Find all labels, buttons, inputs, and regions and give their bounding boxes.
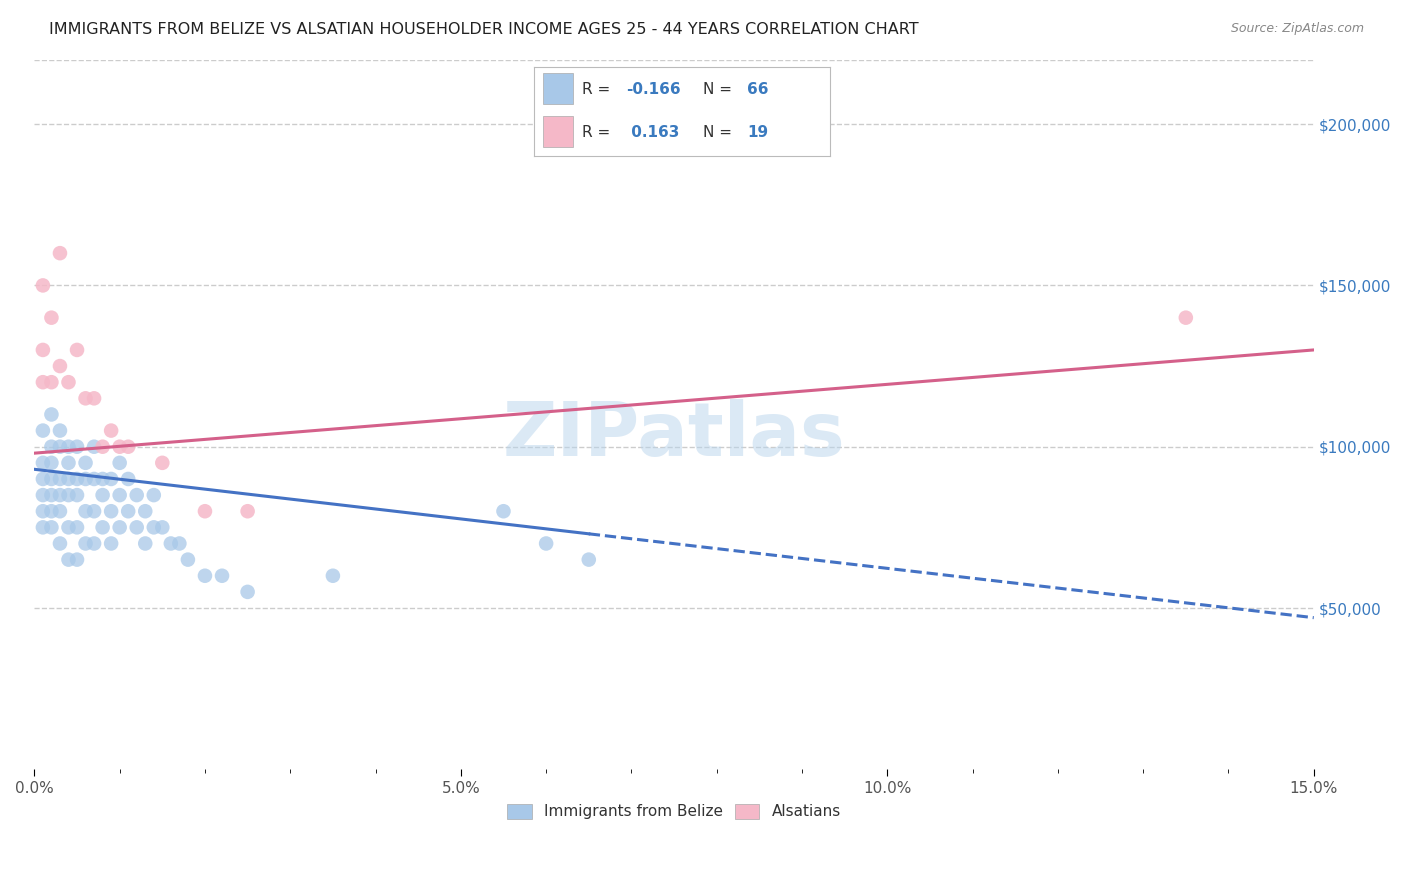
Point — [134, 504, 156, 518]
Point — [142, 520, 165, 534]
Point — [194, 504, 217, 518]
Point — [49, 440, 72, 454]
Text: ZIPatlas: ZIPatlas — [503, 400, 845, 472]
Point — [32, 343, 55, 357]
Point — [66, 488, 89, 502]
Point — [49, 359, 72, 373]
Point — [49, 504, 72, 518]
Text: 19: 19 — [747, 125, 768, 139]
Point — [322, 568, 344, 582]
Point — [32, 278, 55, 293]
Point — [194, 568, 217, 582]
Point — [108, 440, 131, 454]
Point — [83, 472, 105, 486]
Point — [49, 472, 72, 486]
Point — [91, 520, 114, 534]
Text: 0.163: 0.163 — [626, 125, 679, 139]
Point — [125, 520, 148, 534]
Point — [41, 488, 63, 502]
Point — [41, 408, 63, 422]
Point — [117, 440, 139, 454]
Point — [32, 375, 55, 389]
Point — [142, 488, 165, 502]
Point — [211, 568, 233, 582]
Point — [534, 536, 557, 550]
Text: N =: N = — [703, 82, 737, 96]
Point — [49, 246, 72, 260]
Point — [49, 424, 72, 438]
Point — [100, 472, 122, 486]
Point — [58, 440, 80, 454]
Point — [75, 472, 97, 486]
Point — [41, 310, 63, 325]
Point — [49, 536, 72, 550]
Point — [41, 456, 63, 470]
Point — [83, 504, 105, 518]
Point — [75, 536, 97, 550]
Point — [578, 552, 600, 566]
Point — [41, 504, 63, 518]
Point — [49, 488, 72, 502]
Point — [236, 585, 259, 599]
Point — [32, 424, 55, 438]
Point — [108, 456, 131, 470]
Point — [108, 520, 131, 534]
Text: Source: ZipAtlas.com: Source: ZipAtlas.com — [1230, 22, 1364, 36]
Point — [41, 472, 63, 486]
Point — [83, 440, 105, 454]
Point — [134, 536, 156, 550]
Point — [58, 456, 80, 470]
Point — [236, 504, 259, 518]
Point — [75, 456, 97, 470]
Legend: Immigrants from Belize, Alsatians: Immigrants from Belize, Alsatians — [501, 797, 846, 825]
Text: N =: N = — [703, 125, 737, 139]
Point — [91, 472, 114, 486]
Point — [1174, 310, 1197, 325]
Point — [492, 504, 515, 518]
Point — [32, 520, 55, 534]
Text: 66: 66 — [747, 82, 768, 96]
Point — [41, 375, 63, 389]
Point — [41, 440, 63, 454]
Point — [58, 472, 80, 486]
Point — [177, 552, 200, 566]
Point — [32, 488, 55, 502]
Point — [32, 472, 55, 486]
Bar — [543, 116, 572, 147]
Point — [58, 552, 80, 566]
Point — [169, 536, 191, 550]
Point — [91, 488, 114, 502]
Text: -0.166: -0.166 — [626, 82, 681, 96]
Point — [100, 424, 122, 438]
Point — [83, 536, 105, 550]
Point — [66, 472, 89, 486]
Point — [32, 504, 55, 518]
Point — [117, 472, 139, 486]
Text: R =: R = — [582, 125, 614, 139]
Point — [150, 520, 173, 534]
Point — [108, 488, 131, 502]
Text: R =: R = — [582, 82, 614, 96]
Point — [66, 440, 89, 454]
Point — [58, 488, 80, 502]
Point — [100, 536, 122, 550]
Point — [66, 552, 89, 566]
Point — [125, 488, 148, 502]
Point — [66, 343, 89, 357]
Point — [58, 375, 80, 389]
Text: IMMIGRANTS FROM BELIZE VS ALSATIAN HOUSEHOLDER INCOME AGES 25 - 44 YEARS CORRELA: IMMIGRANTS FROM BELIZE VS ALSATIAN HOUSE… — [49, 22, 920, 37]
Point — [117, 504, 139, 518]
Point — [100, 504, 122, 518]
Point — [83, 392, 105, 406]
Bar — [543, 73, 572, 104]
Point — [75, 504, 97, 518]
Point — [91, 440, 114, 454]
Point — [41, 520, 63, 534]
Point — [75, 392, 97, 406]
Point — [66, 520, 89, 534]
Point — [58, 520, 80, 534]
Point — [32, 456, 55, 470]
Point — [160, 536, 183, 550]
Point — [150, 456, 173, 470]
